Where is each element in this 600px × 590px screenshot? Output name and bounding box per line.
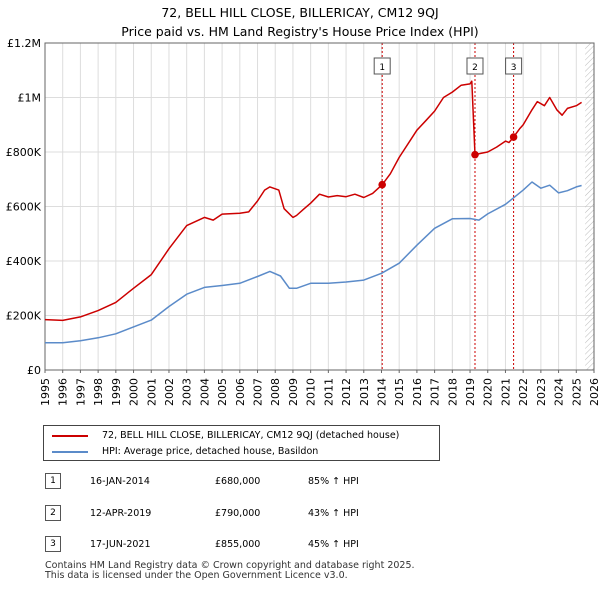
sale-label-text: 1	[379, 63, 385, 73]
future-hatch-region	[585, 43, 594, 370]
chart-title-line1: 72, BELL HILL CLOSE, BILLERICAY, CM12 9Q…	[161, 5, 439, 20]
y-tick-label: £600K	[6, 201, 42, 214]
x-tick-label: 2017	[429, 378, 442, 406]
y-tick-label: £1M	[18, 92, 42, 105]
x-tick-label: 2010	[305, 378, 318, 406]
footer-line2: This data is licensed under the Open Gov…	[45, 570, 348, 581]
transaction-badge: 1	[45, 473, 61, 489]
legend-label-property: 72, BELL HILL CLOSE, BILLERICAY, CM12 9Q…	[102, 430, 400, 441]
y-tick-label: £1.2M	[7, 37, 41, 50]
x-tick-label: 2001	[145, 378, 158, 406]
x-tick-label: 2026	[588, 378, 600, 406]
sale-label-text: 2	[472, 63, 478, 73]
sale-point	[509, 133, 518, 141]
x-tick-label: 2018	[446, 378, 459, 406]
property-price-line	[44, 80, 582, 322]
x-tick-label: 2024	[553, 378, 566, 406]
x-tick-label: 2005	[216, 378, 229, 406]
x-tick-label: 2019	[464, 378, 477, 406]
x-tick-label: 2020	[482, 378, 495, 406]
x-tick-label: 2004	[198, 378, 211, 406]
x-tick-label: 2008	[269, 378, 282, 406]
x-tick-label: 2025	[570, 378, 583, 406]
x-tick-label: 2002	[163, 378, 176, 406]
transaction-date: 12-APR-2019	[90, 508, 152, 519]
sale-label: 2	[466, 57, 484, 75]
x-tick-label: 1996	[57, 378, 70, 406]
legend-label-hpi: HPI: Average price, detached house, Basi…	[102, 446, 319, 457]
x-tick-label: 2016	[411, 378, 424, 406]
transaction-badge: 2	[45, 505, 61, 521]
sale-point	[471, 150, 479, 159]
y-tick-label: £200K	[6, 310, 42, 323]
x-tick-label: 1995	[39, 378, 52, 406]
price-chart: 1 2 3 £0 £200K £400K £600K £800K £1M £1.2M 1995 199…	[6, 37, 600, 406]
x-tick-label: 1998	[92, 378, 105, 406]
x-tick-label: 2006	[234, 378, 247, 406]
legend-swatch-hpi	[52, 451, 88, 453]
legend: 72, BELL HILL CLOSE, BILLERICAY, CM12 9Q…	[43, 425, 440, 461]
transaction-price: £790,000	[215, 508, 261, 519]
transaction-hpi: 45% ↑ HPI	[308, 539, 359, 550]
sale-label-box	[373, 57, 391, 75]
x-tick-label: 2015	[393, 378, 406, 406]
x-tick-label: 2013	[358, 378, 371, 406]
x-tick-label: 1997	[74, 378, 87, 406]
x-tick-label: 2007	[252, 378, 265, 406]
sale-label-text: 3	[511, 63, 517, 73]
sale-point	[378, 180, 386, 189]
x-tick-label: 1999	[110, 378, 123, 406]
sale-label-box	[505, 57, 523, 75]
y-tick-label: £800K	[6, 146, 42, 159]
x-tick-label: 2014	[375, 378, 388, 406]
x-tick-label: 2023	[535, 378, 548, 406]
y-tick-label: £400K	[6, 255, 42, 268]
plot-frame	[44, 42, 595, 371]
transaction-badge: 3	[45, 536, 61, 552]
x-tick-label: 2012	[340, 378, 353, 406]
x-tick-label: 2003	[181, 378, 194, 406]
transaction-date: 17-JUN-2021	[90, 539, 151, 550]
y-tick-label: £0	[27, 364, 41, 377]
x-tick-label: 2011	[322, 378, 335, 406]
x-tick-label: 2000	[128, 378, 141, 406]
transaction-hpi: 85% ↑ HPI	[308, 476, 359, 487]
hpi-line	[45, 181, 582, 344]
x-tick-label: 2009	[287, 378, 300, 406]
transaction-date: 16-JAN-2014	[90, 476, 150, 487]
legend-swatch-property	[52, 435, 88, 437]
transaction-hpi: 43% ↑ HPI	[308, 508, 359, 519]
chart-title: 72, BELL HILL CLOSE, BILLERICAY, CM12 9Q…	[0, 3, 600, 41]
transaction-price: £855,000	[215, 539, 261, 550]
chart-title-line2: Price paid vs. HM Land Registry's House …	[121, 24, 479, 39]
x-tick-label: 2022	[517, 378, 530, 406]
footer: Contains HM Land Registry data © Crown c…	[45, 561, 415, 581]
transaction-price: £680,000	[215, 476, 261, 487]
footer-line1: Contains HM Land Registry data © Crown c…	[45, 560, 415, 571]
sale-label: 3	[505, 57, 523, 75]
x-tick-label: 2021	[499, 378, 512, 406]
sale-label: 1	[373, 57, 391, 75]
sale-label-box	[466, 57, 484, 75]
